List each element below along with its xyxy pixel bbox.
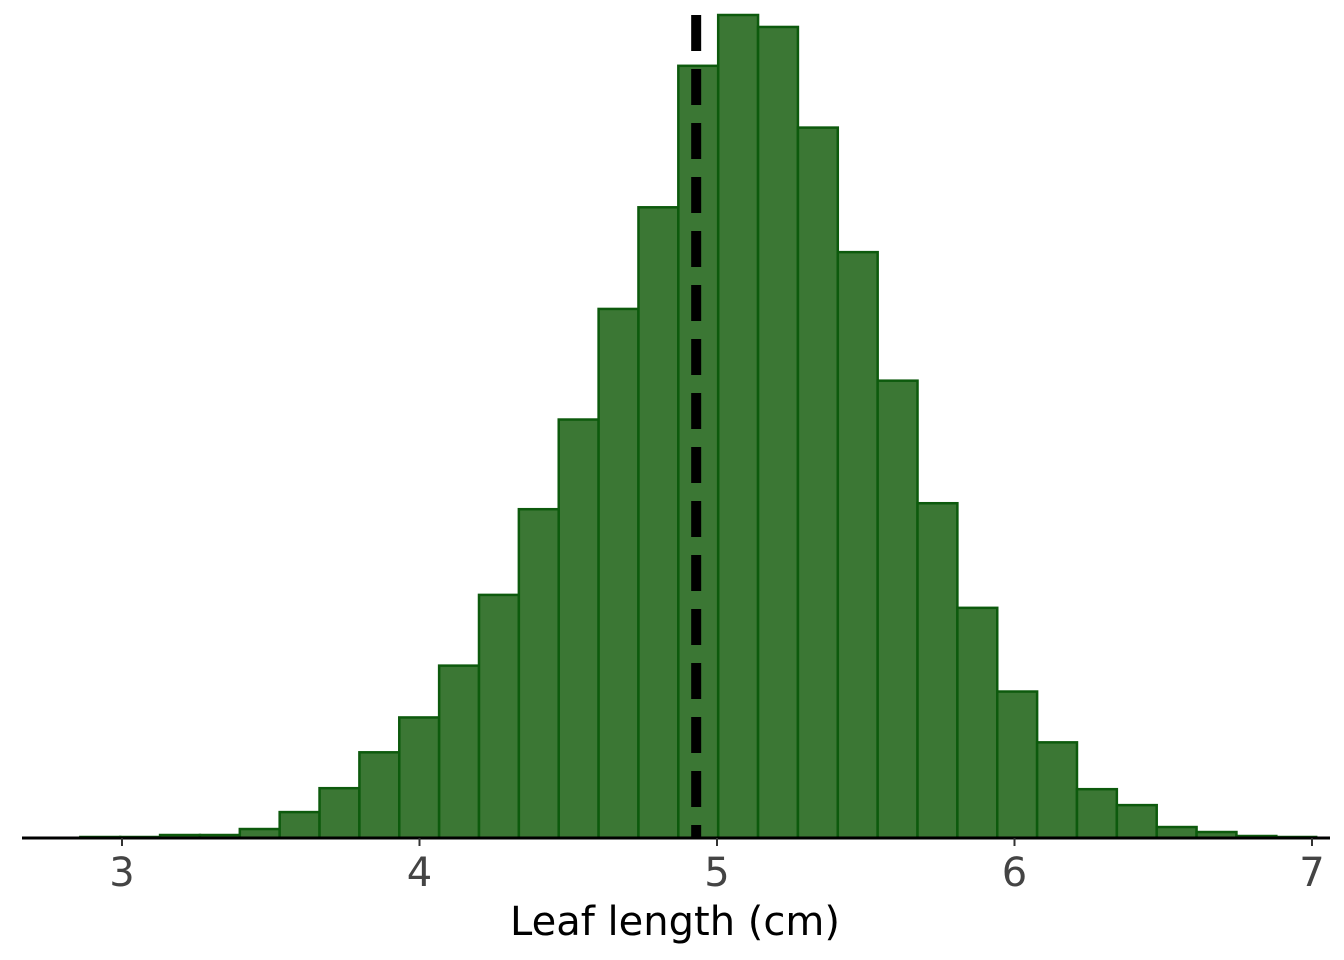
histogram-bar [318, 786, 361, 840]
histogram-bar [1115, 803, 1158, 840]
histogram-bar [437, 664, 481, 840]
histogram-bar [597, 307, 640, 840]
histogram-bar [956, 606, 999, 840]
x-tick-label: 7 [1299, 850, 1324, 896]
histogram-bar [756, 25, 800, 840]
histogram-bar [477, 593, 521, 840]
histogram-bar [278, 810, 321, 840]
histogram-bar [876, 379, 919, 840]
histogram-bar [716, 13, 760, 840]
histogram-bar [1035, 741, 1079, 840]
histogram-bar [796, 126, 840, 840]
histogram-bar [398, 716, 441, 840]
x-axis-ticks: 3 4 5 6 7 [109, 838, 1325, 896]
x-axis-title: Leaf length (cm) [510, 899, 840, 945]
x-tick-label: 4 [407, 850, 432, 896]
x-tick-label: 6 [1002, 850, 1027, 896]
histogram-bar [358, 751, 401, 840]
x-tick-label: 3 [109, 850, 134, 896]
histogram-bar [557, 418, 600, 840]
histogram-bar [637, 206, 680, 840]
histogram-bar [1075, 787, 1119, 840]
x-tick-label: 5 [704, 850, 729, 896]
histogram-bar [1155, 825, 1198, 840]
histogram-bar [996, 690, 1039, 840]
histogram-bar [916, 501, 959, 840]
histogram-bar [836, 250, 879, 840]
histogram-bar [517, 507, 560, 840]
